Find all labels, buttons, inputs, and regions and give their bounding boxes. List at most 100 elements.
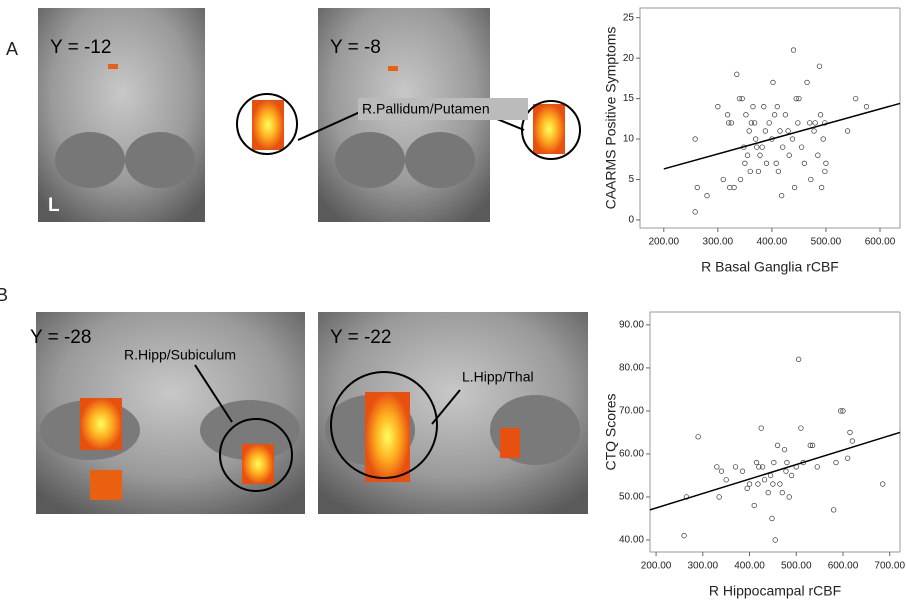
y-tick-label: 50.00 [619,492,644,503]
x-tick-label: 500.00 [781,561,812,572]
point [786,152,792,158]
point [746,128,752,134]
point [746,481,753,487]
point [714,464,720,470]
point [744,485,750,491]
point [773,160,779,166]
point [789,136,796,142]
point [847,429,853,436]
point [798,425,804,431]
point [747,168,753,175]
side-label: R [280,195,294,216]
point [723,477,729,483]
point [736,95,743,102]
y-tick-label: 15 [623,93,635,104]
brain-image [36,312,305,514]
trend-line [649,431,901,511]
point [880,481,886,487]
point [781,446,788,453]
plot-area [649,311,901,553]
point [763,160,770,166]
y-tick-label: 20 [623,53,635,64]
point [720,176,726,183]
y-tick-label: 60.00 [619,449,644,460]
point [849,438,855,444]
y-tick-label: 25 [623,12,635,23]
point [785,128,791,134]
point [822,168,828,175]
point [833,459,839,466]
panel-label: B [0,285,8,305]
point [753,136,759,142]
point [692,136,698,142]
x-tick-label: 400.00 [757,237,788,248]
point [766,120,772,126]
point [790,47,797,53]
region-label: R.Hipp/Subiculum [124,347,236,363]
point [750,104,756,110]
x-axis-title: R Basal Ganglia rCBF [701,259,839,275]
x-tick-label: 300.00 [688,561,719,572]
point [759,144,765,150]
point [811,128,817,134]
point [739,95,745,102]
point [801,160,807,166]
point [694,184,700,191]
point [774,442,781,448]
point [756,464,762,470]
y-tick-label: 80.00 [619,363,644,374]
y-tick-label: 0 [628,215,634,226]
slice-label: Y = -28 [30,327,91,348]
point [754,144,760,150]
point [718,468,725,474]
point [755,168,762,175]
point [731,184,737,191]
point [757,152,763,158]
slice-label: Y = -8 [330,37,381,58]
y-tick-label: 5 [628,174,634,185]
point [771,459,777,466]
point [724,112,731,118]
point [753,459,760,466]
point [807,442,813,448]
point [758,425,764,431]
point [817,112,824,118]
x-axis-title: R Hippocampal rCBF [709,583,841,599]
y-axis-title: CTQ Scores [603,393,619,470]
point [728,120,735,126]
point [779,489,785,496]
point [783,468,789,474]
point [863,104,870,110]
side-label: L [48,195,60,216]
point [744,152,751,158]
point [771,112,778,118]
point [761,104,767,110]
point [775,168,782,175]
point [822,120,828,126]
trend-line [663,102,901,170]
point [739,468,746,474]
point [816,63,823,69]
point [830,507,837,513]
point [761,477,768,483]
x-tick-label: 200.00 [641,561,672,572]
point [692,209,698,215]
point [751,120,758,126]
point [823,160,829,166]
point [774,104,780,110]
point [818,184,825,191]
slice-label: Y = -22 [330,327,391,348]
point [762,128,769,134]
point [793,95,799,102]
point [820,136,826,142]
point [812,120,818,126]
point [814,464,820,470]
point [772,537,778,543]
point [704,192,710,199]
point [780,144,786,150]
point [777,128,783,134]
y-tick-label: 10 [623,134,635,145]
point [798,144,805,150]
point [695,434,701,440]
